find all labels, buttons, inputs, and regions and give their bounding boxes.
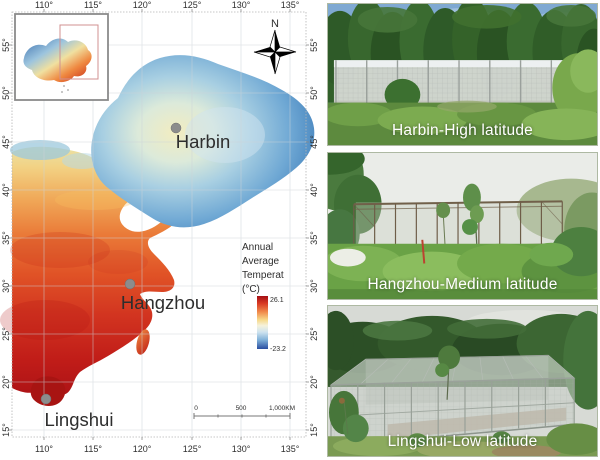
photo-harbin-enclosure: Harbin-High latitude xyxy=(327,3,598,146)
axis-tick-label: 20° xyxy=(1,375,11,389)
axis-tick-label: 55° xyxy=(1,38,11,52)
mainland-warm-region xyxy=(0,140,180,395)
axis-tick-label: 125° xyxy=(183,0,202,10)
inset-extent-rectangle xyxy=(59,24,99,80)
map-canvas: 110° 115° 120° 125° 130° 135° 110° 115° … xyxy=(0,0,319,454)
legend-max-value: 26.1 xyxy=(270,297,284,304)
axis-tick-label: 110° xyxy=(35,444,53,454)
foreground-ground xyxy=(328,390,597,456)
axis-tick-label: 45° xyxy=(1,135,11,149)
sapling-trees xyxy=(436,183,484,247)
foreground-vegetation xyxy=(328,49,597,145)
map-frame xyxy=(11,11,307,438)
scale-bar: 0 500 1,000KM xyxy=(193,405,295,419)
latitude-labels-left: 55° 50° 45° 40° 35° 30° 25° 20° 15° xyxy=(1,38,11,437)
metal-mesh-enclosure xyxy=(329,345,576,447)
axis-ticks xyxy=(9,9,309,440)
inset-overview-map xyxy=(14,13,109,101)
axis-tick-label: 40° xyxy=(1,183,11,197)
photo-caption-harbin: Harbin-High latitude xyxy=(392,122,533,139)
harbin-photo-illustration xyxy=(328,4,597,145)
longitude-labels-bottom: 110° 115° 120° 125° 130° 135° xyxy=(35,444,300,454)
axis-tick-label: 25° xyxy=(1,327,11,341)
axis-tick-label: 130° xyxy=(232,0,251,10)
photo-caption-hangzhou: Hangzhou-Medium latitude xyxy=(367,276,558,293)
legend-title-line: (°C) xyxy=(242,284,260,295)
latitude-labels-right: 55° 50° 45° 40° 35° 30° 25° 20° 15° xyxy=(309,38,319,437)
city-dot-hangzhou xyxy=(124,278,136,290)
hainan-island xyxy=(30,376,66,406)
photo-lingshui-enclosure: Lingshui-Low latitude xyxy=(327,305,598,457)
foreground-garden xyxy=(328,226,597,299)
red-stake xyxy=(421,239,426,264)
axis-tick-label: 115° xyxy=(84,0,102,10)
white-tarp xyxy=(329,248,366,267)
axis-tick-label: 40° xyxy=(309,183,319,197)
axis-tick-label: 20° xyxy=(309,375,319,389)
cage-framework xyxy=(353,200,563,251)
legend-title-line: Temperat xyxy=(242,270,284,281)
north-label: N xyxy=(271,18,279,30)
photo-hangzhou-enclosure: Hangzhou-Medium latitude xyxy=(327,152,598,300)
china-temperature-map: 110° 115° 120° 125° 130° 135° 110° 115° … xyxy=(0,0,319,454)
axis-tick-label: 25° xyxy=(309,327,319,341)
city-label-hangzhou: Hangzhou xyxy=(121,292,205,313)
axis-tick-label: 35° xyxy=(309,231,319,245)
axis-tick-label: 135° xyxy=(281,0,300,10)
legend-title-line: Annual xyxy=(242,242,273,253)
axis-tick-label: 30° xyxy=(1,279,11,293)
axis-tick-label: 115° xyxy=(84,444,102,454)
axis-tick-label: 55° xyxy=(309,38,319,52)
scale-label-end: 1,000KM xyxy=(269,405,295,412)
longitude-labels-top: 110° 115° 120° 125° 130° 135° xyxy=(35,0,300,10)
hangzhou-photo-illustration xyxy=(328,153,597,299)
axis-tick-label: 125° xyxy=(183,444,202,454)
photo-caption-lingshui: Lingshui-Low latitude xyxy=(387,433,538,450)
axis-tick-label: 15° xyxy=(1,423,11,437)
axis-tick-label: 110° xyxy=(35,0,53,10)
north-arrow-compass: N xyxy=(253,18,297,75)
legend-color-bar xyxy=(257,296,268,349)
legend-min-value: -23.2 xyxy=(270,346,286,353)
axis-tick-label: 120° xyxy=(133,0,152,10)
forest-hill xyxy=(328,310,597,410)
concrete-footing xyxy=(387,407,567,440)
axis-tick-label: 50° xyxy=(1,86,11,100)
axis-tick-label: 50° xyxy=(309,86,319,100)
city-dot-harbin xyxy=(170,122,182,134)
axis-tick-label: 130° xyxy=(232,444,251,454)
axis-tick-label: 15° xyxy=(309,423,319,437)
axis-tick-label: 30° xyxy=(309,279,319,293)
axis-tick-label: 35° xyxy=(1,231,11,245)
axis-tick-label: 120° xyxy=(133,444,152,454)
axis-tick-label: 45° xyxy=(309,135,319,149)
northeast-cold-region xyxy=(91,55,315,228)
axis-tick-label: 135° xyxy=(281,444,300,454)
lingshui-photo-illustration xyxy=(328,306,597,456)
taiwan-island xyxy=(136,329,150,355)
city-dot-lingshui xyxy=(40,393,52,405)
scale-label-mid: 500 xyxy=(236,405,247,412)
city-markers: Harbin Hangzhou Lingshui xyxy=(40,122,231,430)
city-label-harbin: Harbin xyxy=(176,131,231,152)
scale-label-zero: 0 xyxy=(194,405,198,412)
city-label-lingshui: Lingshui xyxy=(45,409,114,430)
temperature-legend: Annual Average Temperat (°C) 26.1 -23.2 xyxy=(242,242,286,353)
legend-title-line: Average xyxy=(242,256,280,267)
mesh-enclosure xyxy=(333,60,583,107)
